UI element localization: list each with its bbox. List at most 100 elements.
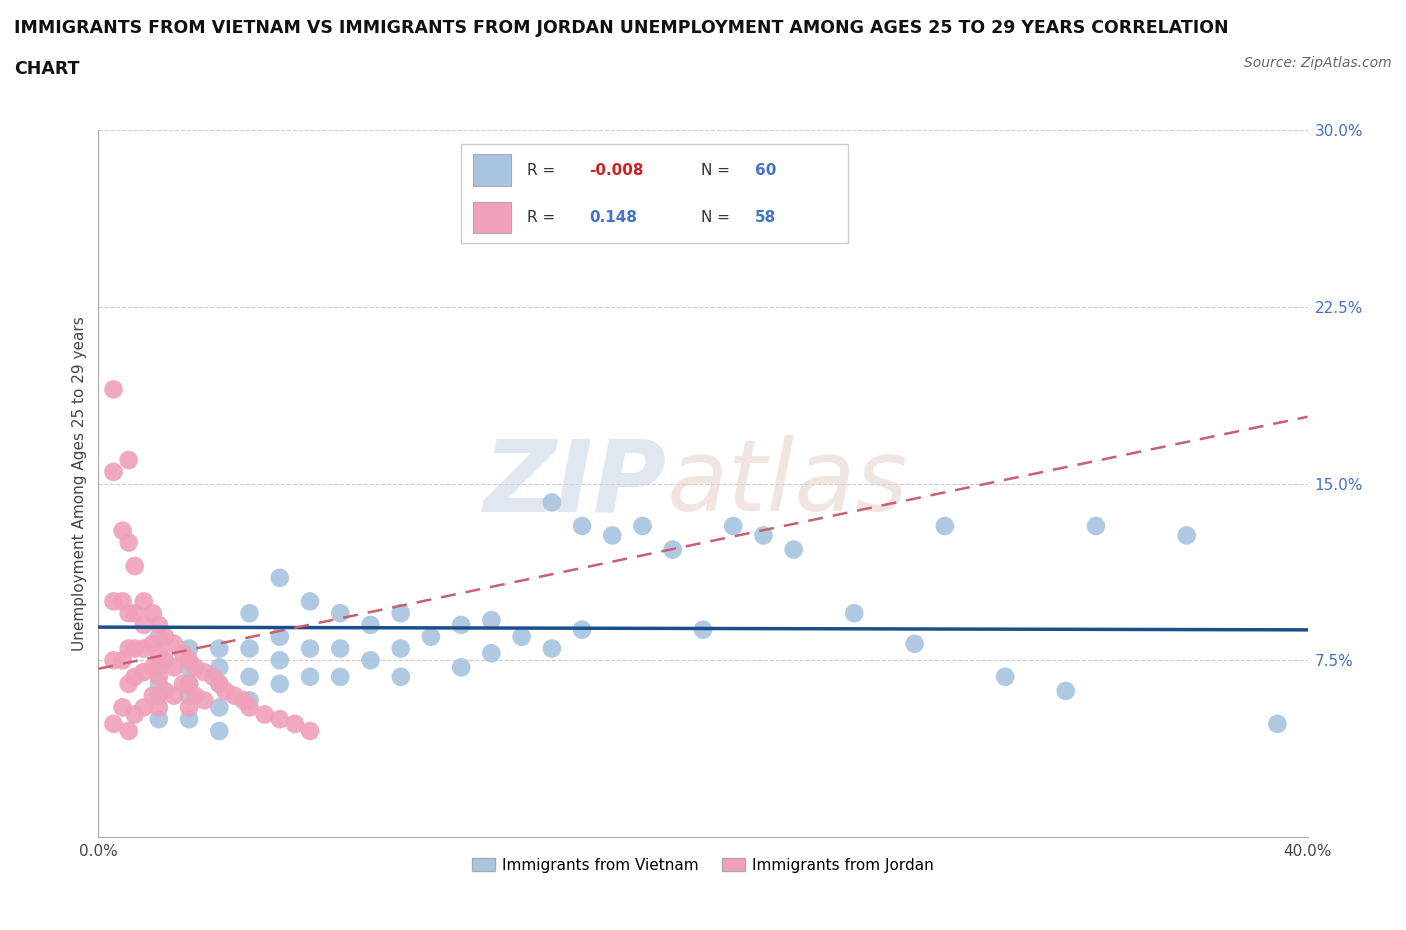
Point [904, 636, 927, 651]
Point [284, 716, 307, 731]
Point [179, 700, 201, 715]
Point [118, 724, 141, 738]
Point [148, 618, 170, 632]
Point [132, 618, 155, 632]
Point [269, 676, 291, 691]
Text: ZIP: ZIP [484, 435, 666, 532]
Point [752, 528, 775, 543]
Point [184, 660, 207, 675]
Point [193, 665, 215, 680]
Point [661, 542, 683, 557]
Point [179, 676, 201, 691]
Point [103, 653, 125, 668]
Point [269, 570, 291, 585]
Point [142, 688, 165, 703]
Y-axis label: Unemployment Among Ages 25 to 29 years: Unemployment Among Ages 25 to 29 years [72, 316, 87, 651]
Point [148, 630, 170, 644]
Point [148, 711, 170, 726]
Point [184, 688, 207, 703]
Point [179, 660, 201, 675]
Point [208, 676, 231, 691]
Point [132, 641, 155, 656]
Point [540, 495, 562, 510]
Point [481, 645, 503, 660]
Point [510, 630, 533, 644]
Point [239, 641, 262, 656]
Text: atlas: atlas [666, 435, 908, 532]
Point [208, 641, 231, 656]
Point [124, 559, 146, 574]
Point [571, 519, 593, 534]
Point [299, 670, 322, 684]
Point [124, 605, 146, 620]
Text: CHART: CHART [14, 60, 80, 78]
Point [142, 660, 165, 675]
Point [631, 519, 654, 534]
Point [389, 641, 412, 656]
Point [132, 594, 155, 609]
Point [389, 670, 412, 684]
Legend: Immigrants from Vietnam, Immigrants from Jordan: Immigrants from Vietnam, Immigrants from… [465, 852, 941, 879]
Point [450, 660, 472, 675]
Point [179, 653, 201, 668]
Point [142, 605, 165, 620]
Point [124, 641, 146, 656]
Point [118, 453, 141, 468]
Point [299, 641, 322, 656]
Point [844, 605, 866, 620]
Point [269, 711, 291, 726]
Point [148, 700, 170, 715]
Point [202, 670, 225, 684]
Point [299, 594, 322, 609]
Point [723, 519, 745, 534]
Point [1085, 519, 1108, 534]
Point [269, 630, 291, 644]
Point [208, 724, 231, 738]
Point [450, 618, 472, 632]
Point [179, 688, 201, 703]
Point [103, 464, 125, 479]
Point [172, 676, 194, 691]
Point [239, 693, 262, 708]
Point [571, 622, 593, 637]
Point [994, 670, 1017, 684]
Point [103, 716, 125, 731]
Point [510, 193, 533, 208]
Point [360, 653, 382, 668]
Point [208, 700, 231, 715]
Point [692, 622, 714, 637]
Point [481, 613, 503, 628]
Point [193, 693, 215, 708]
Point [239, 670, 262, 684]
Point [172, 645, 194, 660]
Point [360, 618, 382, 632]
Point [299, 724, 322, 738]
Point [239, 605, 262, 620]
Point [179, 711, 201, 726]
Point [1054, 684, 1077, 698]
Point [148, 660, 170, 675]
Point [148, 676, 170, 691]
Point [163, 660, 186, 675]
Point [1267, 716, 1289, 731]
Point [118, 676, 141, 691]
Point [1175, 528, 1198, 543]
Point [389, 605, 412, 620]
Point [329, 670, 352, 684]
Point [934, 519, 956, 534]
Point [148, 670, 170, 684]
Point [148, 645, 170, 660]
Point [232, 693, 254, 708]
Point [111, 594, 134, 609]
Point [783, 542, 806, 557]
Point [153, 630, 176, 644]
Point [153, 684, 176, 698]
Point [124, 707, 146, 722]
Point [253, 707, 276, 722]
Point [239, 700, 262, 715]
Point [329, 605, 352, 620]
Point [111, 524, 134, 538]
Point [163, 688, 186, 703]
Point [111, 653, 134, 668]
Point [602, 528, 624, 543]
